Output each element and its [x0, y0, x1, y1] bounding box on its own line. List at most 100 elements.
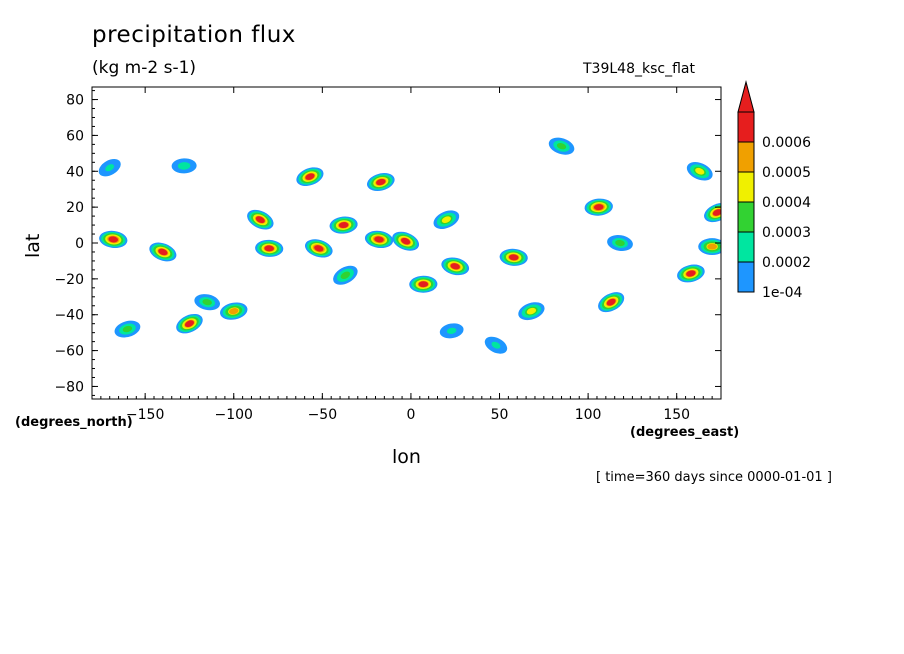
contour-level	[376, 178, 386, 186]
precip-cell	[247, 209, 274, 230]
contour-level	[314, 245, 324, 252]
legend-level-label: 0.0004	[762, 195, 811, 211]
precip-cell	[607, 235, 633, 251]
x-tick-label: 150	[663, 407, 690, 423]
legend-level-label: 0.0003	[762, 225, 811, 241]
y-tick-label: 80	[66, 93, 84, 109]
x-tick-label: 50	[491, 407, 509, 423]
contour-level	[491, 341, 501, 349]
precip-cell	[304, 239, 333, 258]
contour-level	[446, 327, 457, 334]
precip-cell	[333, 265, 358, 285]
precip-cell	[499, 248, 528, 266]
contour-level	[401, 237, 411, 245]
y-tick-label: −20	[54, 272, 84, 288]
run-label: T39L48_ksc_flat	[583, 61, 695, 77]
legend-swatch	[737, 141, 755, 173]
y-tick-label: 60	[66, 128, 84, 144]
axes: −150 −100 −50 0 50 100 150 80 60 40 20 0 −20 −40 −60 −8…	[54, 87, 722, 423]
time-stamp: [ time=360 days since 0000-01-01 ]	[596, 470, 832, 485]
y-tick-label: 20	[66, 200, 84, 216]
x-tick-label: −150	[126, 407, 164, 423]
y-tick-label: 40	[66, 164, 84, 180]
legend-level-label: 0.0002	[762, 255, 811, 271]
contour-level	[340, 271, 351, 280]
x-axis-unit: (degrees_east)	[630, 425, 740, 440]
contour-level	[441, 216, 451, 224]
contour-level	[686, 270, 696, 277]
precip-cell	[367, 173, 395, 192]
legend-swatch	[737, 111, 755, 143]
precip-cell	[364, 230, 394, 249]
color-legend: 1e-04 0.0002 0.0003 0.0004 0.0005 0.0006	[737, 80, 811, 301]
legend-extend-arrow	[737, 80, 755, 113]
precip-cell	[99, 230, 128, 249]
chart-units-subtitle: (kg m-2 s-1)	[92, 58, 197, 78]
contour-level	[229, 308, 239, 315]
y-axis-unit: (degrees_north)	[15, 415, 133, 430]
y-tick-label: −40	[54, 308, 84, 324]
contour-level	[508, 254, 519, 261]
contour-level	[108, 236, 119, 243]
contour-level	[338, 222, 349, 229]
contour-level	[202, 299, 212, 306]
y-tick-label: 0	[75, 236, 84, 252]
precip-cell	[392, 231, 420, 251]
precip-cell	[677, 264, 705, 283]
contour-level	[305, 173, 315, 180]
y-tick-label: −60	[54, 344, 84, 360]
chart-title: precipitation flux	[92, 22, 296, 48]
precip-cell	[704, 202, 721, 223]
y-tick-label: −80	[54, 379, 84, 395]
legend-swatch	[737, 171, 755, 203]
contour-level	[184, 320, 194, 328]
precip-cell	[433, 210, 460, 230]
contour-level	[255, 216, 265, 224]
precip-cell	[149, 242, 177, 262]
legend-level-label: 0.0005	[762, 165, 811, 181]
contour-level	[158, 248, 168, 256]
legend-swatch	[737, 231, 755, 263]
x-tick-label: 100	[575, 407, 602, 423]
contour-level	[707, 243, 717, 250]
contour-level	[122, 325, 133, 333]
precip-cell	[98, 158, 121, 177]
precip-cell	[698, 238, 721, 255]
contour-level	[450, 263, 460, 270]
precip-cell	[255, 239, 284, 257]
contour-level	[695, 167, 705, 175]
precip-cell	[584, 198, 613, 216]
x-axis-label: lon	[392, 446, 421, 468]
contour-level	[615, 239, 625, 247]
precip-cell	[220, 302, 248, 320]
precip-cell	[548, 137, 575, 155]
legend-level-label: 0.0006	[762, 135, 811, 151]
precip-cell	[518, 302, 545, 321]
precip-cell	[176, 313, 203, 334]
contour-level	[606, 298, 616, 306]
precipitation-field	[98, 137, 721, 354]
precip-cell	[409, 275, 438, 293]
contour-level	[556, 142, 567, 150]
legend-swatch	[737, 261, 755, 293]
contour-level	[177, 162, 191, 170]
x-tick-label: −50	[308, 407, 338, 423]
precip-cell	[194, 294, 220, 311]
x-tick-label: −100	[215, 407, 253, 423]
legend-swatch	[737, 201, 755, 233]
contour-level	[264, 245, 274, 252]
contour-level	[593, 204, 604, 211]
precip-cell	[296, 167, 324, 186]
contour-level	[526, 307, 537, 315]
precip-cell	[441, 257, 470, 276]
precip-cell	[686, 162, 713, 181]
contour-level	[105, 164, 115, 172]
precip-cell	[114, 320, 141, 338]
precip-cell	[439, 323, 464, 339]
precip-cell	[484, 336, 508, 354]
x-tick-label: 0	[406, 407, 415, 423]
precip-cell	[171, 158, 197, 174]
contour-level	[418, 281, 429, 288]
legend-level-label: 1e-04	[762, 285, 802, 301]
